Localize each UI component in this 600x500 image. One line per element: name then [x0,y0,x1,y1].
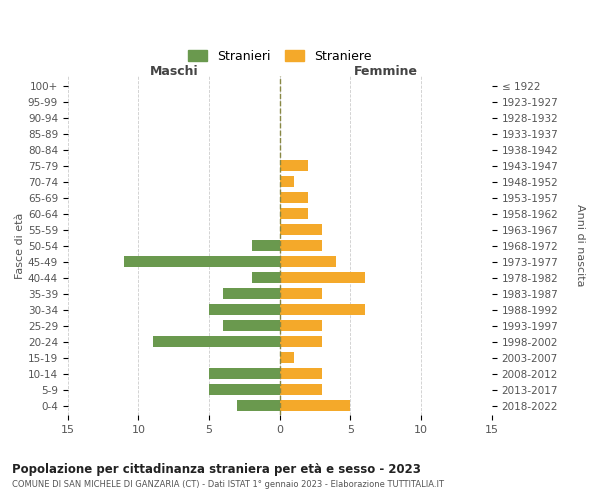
Bar [280,256,337,268]
Bar [238,400,280,411]
Bar [124,256,280,268]
Bar [251,240,280,252]
Bar [280,208,308,220]
Bar [152,336,280,347]
Bar [280,192,308,203]
Bar [209,368,280,380]
Bar [223,320,280,332]
Bar [280,240,322,252]
Bar [280,352,294,364]
Text: Popolazione per cittadinanza straniera per età e sesso - 2023: Popolazione per cittadinanza straniera p… [12,462,421,475]
Bar [280,384,322,396]
Bar [280,160,308,172]
Y-axis label: Fasce di età: Fasce di età [15,212,25,279]
Text: COMUNE DI SAN MICHELE DI GANZARIA (CT) - Dati ISTAT 1° gennaio 2023 - Elaborazio: COMUNE DI SAN MICHELE DI GANZARIA (CT) -… [12,480,444,489]
Legend: Stranieri, Straniere: Stranieri, Straniere [183,45,377,68]
Bar [209,384,280,396]
Bar [251,272,280,283]
Bar [209,304,280,316]
Bar [280,176,294,188]
Bar [280,336,322,347]
Bar [280,304,365,316]
Text: Maschi: Maschi [149,64,198,78]
Bar [280,400,350,411]
Bar [280,224,322,235]
Y-axis label: Anni di nascita: Anni di nascita [575,204,585,287]
Bar [280,288,322,300]
Bar [280,320,322,332]
Bar [280,272,365,283]
Bar [223,288,280,300]
Bar [280,368,322,380]
Text: Femmine: Femmine [354,64,418,78]
